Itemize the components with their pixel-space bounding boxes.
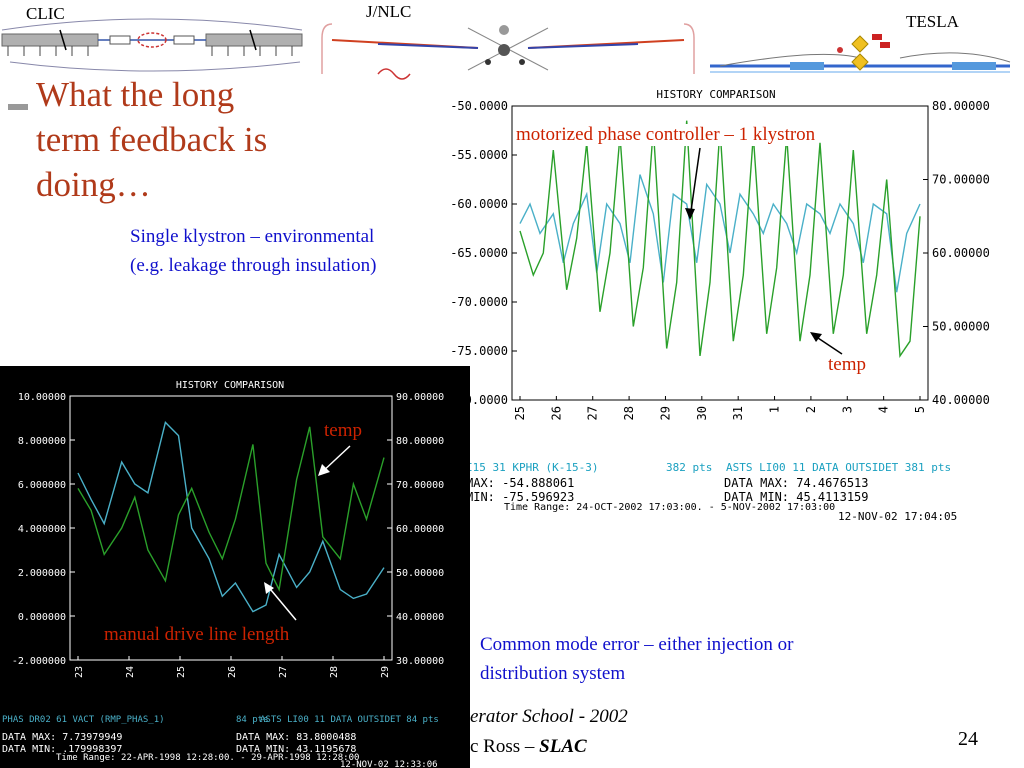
history-comparison-chart-top: HISTORY COMPARISON -50.0000 -55.0000 -60.0… bbox=[450, 88, 990, 523]
footer-author-name: c Ross – bbox=[470, 736, 540, 757]
right-tick-label: 30.00000 bbox=[396, 656, 444, 667]
series2-label: ASTS LI00 11 DATA OUTSIDET 84 pts bbox=[260, 715, 439, 725]
x-tick-label: 25 bbox=[513, 406, 527, 420]
x-tick-label: 25 bbox=[176, 666, 187, 678]
tesla-label: TESLA bbox=[906, 12, 959, 31]
right-tick-label: 60.00000 bbox=[396, 524, 444, 535]
left-tick-label: 6.000000 bbox=[18, 480, 66, 491]
x-tick-label: 29 bbox=[380, 666, 391, 678]
series1-max: MAX: -54.888061 bbox=[466, 476, 574, 490]
timestamp: 12-NOV-02 12:33:06 bbox=[340, 760, 438, 768]
series2-min: DATA MIN: 45.4113159 bbox=[724, 490, 869, 504]
note-common-mode-line2: distribution system bbox=[480, 663, 626, 684]
note-single-klystron: Single klystron – environmental (e.g. le… bbox=[130, 222, 470, 280]
series-line-1 bbox=[77, 421, 385, 613]
left-tick-label: -55.0000 bbox=[450, 148, 508, 162]
series2-max: DATA MAX: 74.4676513 bbox=[724, 476, 869, 490]
right-tick-label: 80.00000 bbox=[932, 99, 990, 113]
clic-label: CLIC bbox=[26, 4, 65, 23]
series2-label: ASTS LI00 11 DATA OUTSIDET 381 pts bbox=[726, 461, 951, 474]
x-tick-label: 2 bbox=[804, 406, 818, 413]
right-tick-label: 60.00000 bbox=[932, 246, 990, 260]
series1-label: PHAS DR02 61 VACT (RMP_PHAS_1) bbox=[2, 715, 165, 725]
footer-org: SLAC bbox=[539, 736, 587, 757]
clic-schematic-diagram bbox=[1, 18, 303, 72]
slide-title: What the long term feedback is doing… bbox=[36, 75, 268, 204]
x-tick-label: 30 bbox=[695, 406, 709, 420]
annotation-temp-bottom: temp bbox=[324, 420, 362, 442]
left-tick-label: 2.000000 bbox=[18, 568, 66, 579]
series1-min: DATA MIN: .179998397 bbox=[2, 744, 122, 755]
x-tick-label: 3 bbox=[840, 406, 854, 413]
annotation-temp-top: temp bbox=[828, 354, 866, 375]
series1-pts: 382 pts bbox=[666, 461, 712, 474]
left-tick-label: 0.000000 bbox=[18, 612, 66, 623]
series1-pts: 84 pts bbox=[236, 715, 269, 725]
jnlc-schematic-diagram bbox=[321, 23, 695, 80]
left-tick-label: -2.000000 bbox=[12, 656, 66, 667]
annotation-motorized-phase: motorized phase controller – 1 klystron bbox=[516, 124, 816, 146]
left-tick-label: -65.0000 bbox=[450, 246, 508, 260]
right-tick-label: 70.00000 bbox=[932, 173, 990, 187]
right-tick-label: 40.00000 bbox=[932, 393, 990, 407]
x-tick-label: 26 bbox=[549, 406, 563, 420]
series2-min: DATA MIN: 43.1195678 bbox=[236, 744, 356, 755]
footer-author: c Ross – SLAC bbox=[470, 736, 587, 758]
series-line-2 bbox=[77, 426, 385, 592]
left-tick-label: -60.0000 bbox=[450, 197, 508, 211]
series1-max: DATA MAX: 7.73979949 bbox=[2, 732, 122, 743]
x-tick-label: 23 bbox=[74, 666, 85, 678]
right-tick-label: 90.00000 bbox=[396, 392, 444, 403]
left-tick-label: 8.000000 bbox=[18, 436, 66, 447]
note-common-mode: Common mode error – either injection or … bbox=[480, 630, 920, 688]
annotation-manual-drive: manual drive line length bbox=[104, 624, 290, 646]
series1-min: MIN: -75.596923 bbox=[466, 490, 574, 504]
right-tick-label: 50.00000 bbox=[396, 568, 444, 579]
tesla-schematic-diagram bbox=[710, 34, 1011, 73]
x-tick-label: 29 bbox=[658, 406, 672, 420]
x-tick-label: 24 bbox=[125, 666, 136, 678]
footer-school: erator School - 2002 bbox=[470, 706, 628, 727]
x-tick-label: 5 bbox=[913, 406, 927, 413]
note-common-mode-line1: Common mode error – either injection or bbox=[480, 634, 794, 655]
series2-max: DATA MAX: 83.8000488 bbox=[236, 732, 356, 743]
page-number: 24 bbox=[958, 728, 978, 750]
note-single-klystron-line2: (e.g. leakage through insulation) bbox=[130, 255, 377, 276]
left-tick-label: -50.0000 bbox=[450, 99, 508, 113]
right-tick-label: 70.00000 bbox=[396, 480, 444, 491]
right-tick-label: 50.00000 bbox=[932, 320, 990, 334]
series-line-1 bbox=[519, 174, 921, 293]
x-tick-label: 27 bbox=[586, 406, 600, 420]
time-range: Time Range: 22-APR-1998 12:28:00. - 29-A… bbox=[56, 753, 359, 763]
right-tick-label: 80.00000 bbox=[396, 436, 444, 447]
time-range: Time Range: 24-OCT-2002 17:03:00. - 5-NO… bbox=[504, 502, 835, 513]
chart-title: HISTORY COMPARISON bbox=[656, 88, 775, 101]
x-tick-label: 26 bbox=[227, 666, 238, 678]
x-tick-label: 27 bbox=[278, 666, 289, 678]
note-single-klystron-line1: Single klystron – environmental bbox=[130, 226, 375, 247]
x-tick-label: 4 bbox=[877, 406, 891, 413]
series1-label: I15 31 KPHR (K-15-3) bbox=[466, 461, 598, 474]
chart-title: HISTORY COMPARISON bbox=[176, 380, 284, 391]
left-tick-label: 10.00000 bbox=[18, 392, 66, 403]
bullet-marker bbox=[8, 104, 28, 110]
x-tick-label: 1 bbox=[768, 406, 782, 413]
x-tick-label: 28 bbox=[622, 406, 636, 420]
left-tick-label: -70.0000 bbox=[450, 295, 508, 309]
right-tick-label: 40.00000 bbox=[396, 612, 444, 623]
timestamp: 12-NOV-02 17:04:05 bbox=[838, 510, 957, 523]
left-tick-label: -75.0000 bbox=[450, 344, 508, 358]
jnlc-label: J/NLC bbox=[366, 2, 412, 21]
left-tick-label: 4.000000 bbox=[18, 524, 66, 535]
x-tick-label: 28 bbox=[329, 666, 340, 678]
history-comparison-chart-bottom: HISTORY COMPARISON 10.00000 8.000000 6.000… bbox=[2, 380, 444, 768]
x-tick-label: 31 bbox=[731, 406, 745, 420]
